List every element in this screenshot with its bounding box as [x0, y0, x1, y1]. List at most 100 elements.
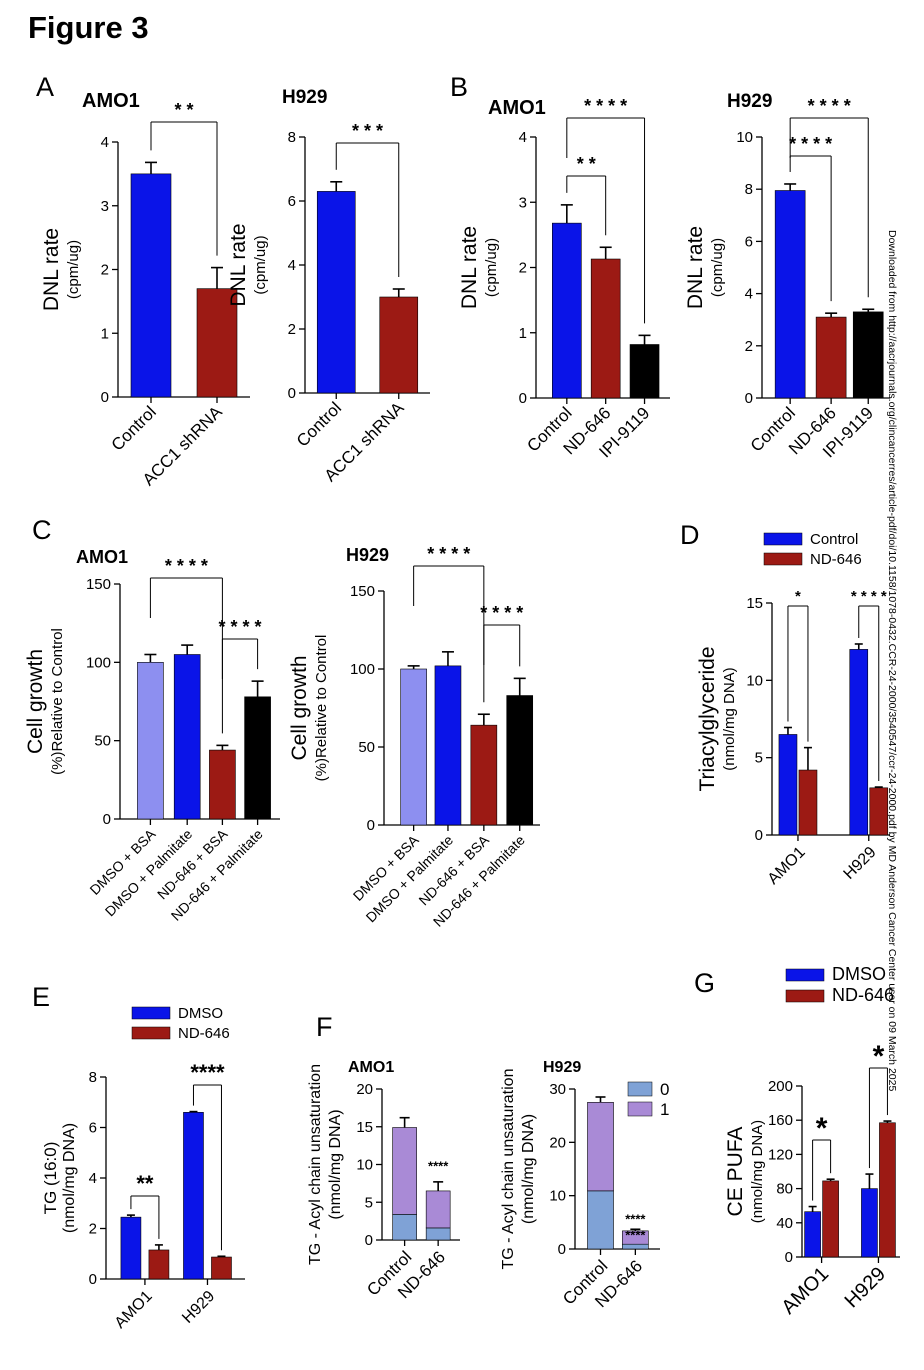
A2-title: H929 — [282, 87, 327, 108]
A1-title: AMO1 — [82, 90, 140, 112]
A1-y-tick-label: 2 — [101, 262, 109, 279]
F2-y-label-unit: (nmol/mg DNA) — [520, 1114, 537, 1224]
E-x-tick-label-1: H929 — [179, 1288, 218, 1327]
C2-sig-label-0: * * * * — [427, 544, 470, 564]
B2-sig-label-1: * * * * — [808, 96, 851, 116]
A1-y-label-unit: (cpm/ug) — [65, 240, 82, 299]
F2-legend-swatch-1 — [627, 1101, 653, 1117]
F2-y-tick-label: 0 — [558, 1241, 566, 1258]
C2-y-tick-label: 50 — [358, 739, 375, 756]
C2-y-label-unit: (%)Relative to Control — [313, 635, 330, 782]
D-y-tick-label: 0 — [755, 827, 763, 844]
G-y-tick-label: 40 — [776, 1215, 793, 1232]
A1-y-tick-label: 4 — [101, 134, 109, 151]
F1-annotation-0: **** — [428, 1159, 449, 1174]
E-legend-swatch-1 — [131, 1026, 171, 1040]
E-y-tick-label: 0 — [89, 1271, 97, 1288]
C1-y-label-unit: (%)Relative to Control — [49, 628, 66, 775]
A2-y-label-unit: (cpm/ug) — [252, 235, 269, 294]
G-bar-0-1 — [822, 1180, 839, 1258]
F2-bar-0-seg-0 — [587, 1190, 614, 1250]
D-bar-1-1 — [869, 787, 889, 836]
E-y-tick-label: 8 — [89, 1069, 97, 1086]
F2-y-label: TG - Acyl chain unsaturation — [500, 1069, 517, 1270]
B2-y-tick-label: 4 — [745, 286, 753, 303]
B2-y-tick-label: 8 — [745, 181, 753, 198]
D-bar-1-0 — [849, 649, 869, 836]
G-y-tick-label: 80 — [776, 1181, 793, 1198]
G-sig-label-1: * — [873, 1040, 885, 1073]
E-x-tick-label-0: AMO1 — [112, 1288, 156, 1332]
C2-y-tick-label: 100 — [350, 661, 375, 678]
C1-sig-label-1: * * * * — [218, 617, 261, 637]
A1-y-tick-label: 1 — [101, 325, 109, 342]
D-legend-label-0: Control — [810, 531, 858, 548]
A1-y-tick-label: 0 — [101, 389, 109, 406]
C1-title: AMO1 — [76, 547, 128, 567]
C2-bar-1 — [434, 665, 462, 826]
B2-y-label: DNL rate — [684, 226, 707, 309]
C1-bar-3 — [244, 696, 271, 820]
F2-y-tick-label: 30 — [549, 1081, 566, 1098]
G-y-label-unit: (nmol/mg DNA) — [749, 1120, 766, 1223]
B1-y-tick-label: 3 — [519, 194, 527, 211]
B1-sig-label-1: * * * * — [584, 96, 627, 116]
B2-sig-label-0: * * * * — [789, 134, 832, 154]
F2-legend-label-1: 1 — [660, 1100, 669, 1119]
B2-y-tick-label: 10 — [736, 129, 753, 146]
C2-title: H929 — [346, 545, 389, 565]
G-legend-label-0: DMSO — [832, 964, 886, 984]
B1-y-tick-label: 2 — [519, 260, 527, 277]
panel-label-f: F — [316, 1012, 333, 1042]
panel-label-e: E — [32, 982, 51, 1012]
D-legend-swatch-0 — [763, 532, 803, 546]
A1-y-tick-label: 3 — [101, 198, 109, 215]
F1-bar-1-seg-0 — [425, 1227, 451, 1241]
A1-sig-label-0: * * — [174, 100, 193, 120]
G-legend-label-1: ND-646 — [832, 985, 894, 1005]
G-x-tick-label-1: H929 — [841, 1263, 890, 1312]
E-sig-label-1: **** — [190, 1060, 225, 1085]
E-y-tick-label: 4 — [89, 1170, 97, 1187]
G-sig-label-0: * — [816, 1112, 828, 1145]
E-bar-1-0 — [183, 1112, 204, 1280]
F1-y-tick-label: 15 — [356, 1119, 373, 1136]
E-y-label-unit: (nmol/mg DNA) — [61, 1123, 78, 1233]
F1-y-tick-label: 5 — [365, 1194, 373, 1211]
C2-y-label: Cell growth — [288, 655, 311, 760]
F2-annotation-0: **** — [625, 1211, 646, 1226]
panel-label-b: B — [450, 72, 469, 102]
A1-y-label: DNL rate — [40, 228, 63, 311]
F1-bar-0-seg-1 — [392, 1127, 417, 1215]
A2-y-label: DNL rate — [227, 223, 250, 306]
B1-sig-label-0: * * — [577, 154, 596, 174]
E-y-label: TG (16:0) — [41, 1142, 60, 1215]
G-bar-1-1 — [879, 1122, 896, 1258]
F2-bar-0-seg-1 — [587, 1102, 614, 1192]
D-x-tick-label-1: H929 — [841, 844, 880, 883]
E-bar-1-1 — [211, 1256, 232, 1280]
B1-bar-0 — [552, 222, 582, 399]
E-legend-label-1: ND-646 — [178, 1025, 230, 1042]
B2-y-tick-label: 2 — [745, 338, 753, 355]
C1-y-tick-label: 50 — [94, 733, 111, 750]
G-y-tick-label: 160 — [768, 1112, 793, 1129]
A2-y-tick-label: 8 — [288, 129, 296, 146]
F2-y-tick-label: 20 — [549, 1134, 566, 1151]
B1-bar-1 — [590, 258, 621, 399]
E-y-tick-label: 2 — [89, 1221, 97, 1238]
panel-label-d: D — [680, 520, 700, 550]
A2-x-tick-label-0: Control — [293, 398, 345, 450]
G-y-tick-label: 200 — [768, 1078, 793, 1095]
G-y-label: CE PUFA — [724, 1127, 747, 1217]
A2-sig-label-0: * * * — [352, 121, 383, 141]
F1-title: AMO1 — [348, 1059, 394, 1076]
F1-y-tick-label: 10 — [356, 1157, 373, 1174]
F1-y-tick-label: 20 — [356, 1081, 373, 1098]
F2-legend-label-0: 0 — [660, 1080, 669, 1099]
D-y-label: Triacylglyceride — [696, 646, 719, 791]
A1-x-tick-label-0: Control — [108, 402, 160, 454]
F2-title: H929 — [543, 1059, 581, 1076]
D-bar-0-1 — [798, 769, 818, 836]
